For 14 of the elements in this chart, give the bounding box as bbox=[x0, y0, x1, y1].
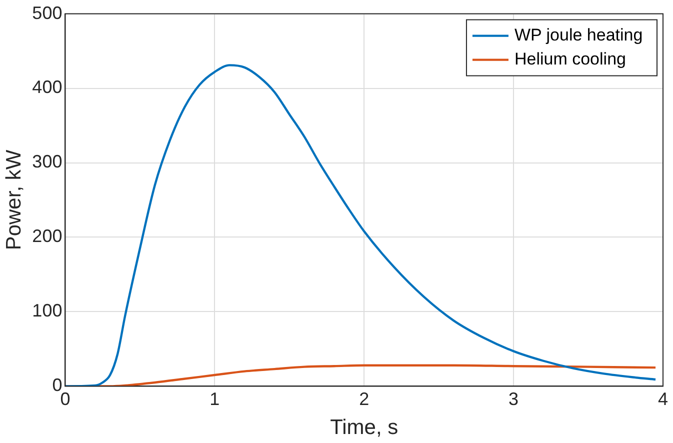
y-axis-title: Power, kW bbox=[2, 150, 26, 250]
y-tick-label: 200 bbox=[32, 226, 62, 246]
x-tick-label: 4 bbox=[658, 388, 668, 409]
y-tick-label: 300 bbox=[32, 152, 62, 172]
y-tick-label: 100 bbox=[32, 300, 62, 321]
x-axis-title: Time, s bbox=[330, 416, 398, 440]
x-tick-label: 2 bbox=[359, 388, 370, 409]
x-tick-label: 3 bbox=[508, 388, 519, 409]
y-tick-label: 500 bbox=[32, 2, 62, 23]
y-tick-label: 0 bbox=[52, 375, 62, 396]
legend-label: Helium cooling bbox=[514, 49, 626, 68]
legend-label: WP joule heating bbox=[514, 25, 643, 44]
y-tick-label: 400 bbox=[32, 77, 62, 98]
x-tick-label: 1 bbox=[210, 388, 220, 409]
